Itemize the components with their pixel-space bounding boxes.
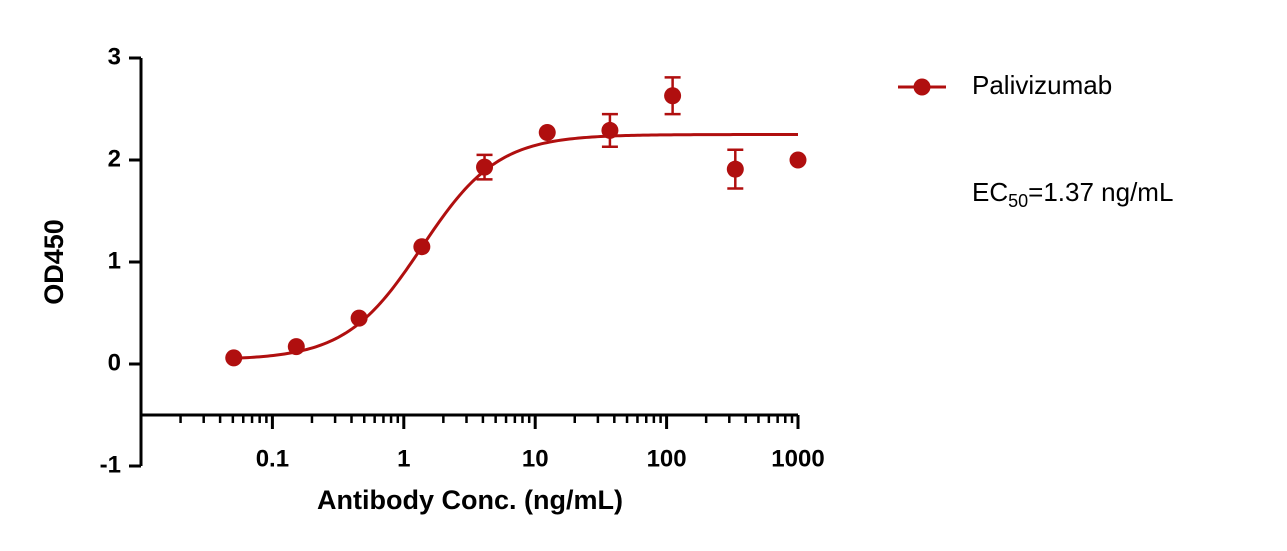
x-axis-title: Antibody Conc. (ng/mL) [317,485,623,515]
y-tick-label: 1 [108,247,121,274]
annotation: EC50=1.37 ng/mL [972,177,1173,211]
data-point [601,121,619,139]
data-point [726,160,744,178]
y-tick-label: 3 [108,43,121,70]
legend-marker [913,78,931,96]
x-tick-label: 1000 [771,445,824,472]
x-tick-label: 0.1 [256,445,289,472]
data-point [664,87,682,105]
y-tick-label: 2 [108,145,121,172]
x-tick-label: 10 [522,445,549,472]
data-point [413,238,431,256]
y-tick-label: -1 [100,451,121,478]
y-tick-label: 0 [108,349,121,376]
y-axis-title: OD450 [39,219,69,305]
annotation-prefix: EC [972,177,1008,207]
data-point [789,151,807,169]
legend-label: Palivizumab [972,70,1112,100]
data-point [476,158,494,176]
annotation-suffix: =1.37 ng/mL [1028,177,1173,207]
fit-curve [233,133,798,360]
x-tick-label: 100 [647,445,687,472]
data-point [350,309,368,327]
x-tick-label: 1 [397,445,410,472]
annotation-subscript: 50 [1008,191,1028,211]
data-point [287,338,305,356]
data-point [225,349,243,367]
data-point [538,123,556,141]
